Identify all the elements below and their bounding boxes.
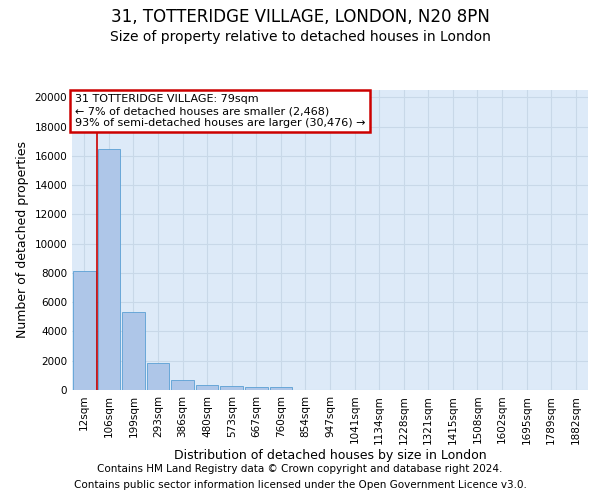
Bar bbox=[98, 148, 120, 390]
Text: 31 TOTTERIDGE VILLAGE: 79sqm
← 7% of detached houses are smaller (2,468)
93% of : 31 TOTTERIDGE VILLAGE: 79sqm ← 7% of det… bbox=[74, 94, 365, 128]
Text: Size of property relative to detached houses in London: Size of property relative to detached ho… bbox=[110, 30, 490, 44]
Text: 31, TOTTERIDGE VILLAGE, LONDON, N20 8PN: 31, TOTTERIDGE VILLAGE, LONDON, N20 8PN bbox=[110, 8, 490, 26]
X-axis label: Distribution of detached houses by size in London: Distribution of detached houses by size … bbox=[173, 449, 487, 462]
Bar bbox=[73, 272, 95, 390]
Bar bbox=[269, 388, 292, 390]
Bar bbox=[171, 380, 194, 390]
Bar bbox=[245, 387, 268, 390]
Bar bbox=[146, 363, 169, 390]
Bar bbox=[122, 312, 145, 390]
Bar bbox=[220, 386, 243, 390]
Bar bbox=[196, 385, 218, 390]
Text: Contains public sector information licensed under the Open Government Licence v3: Contains public sector information licen… bbox=[74, 480, 526, 490]
Text: Contains HM Land Registry data © Crown copyright and database right 2024.: Contains HM Land Registry data © Crown c… bbox=[97, 464, 503, 474]
Y-axis label: Number of detached properties: Number of detached properties bbox=[16, 142, 29, 338]
